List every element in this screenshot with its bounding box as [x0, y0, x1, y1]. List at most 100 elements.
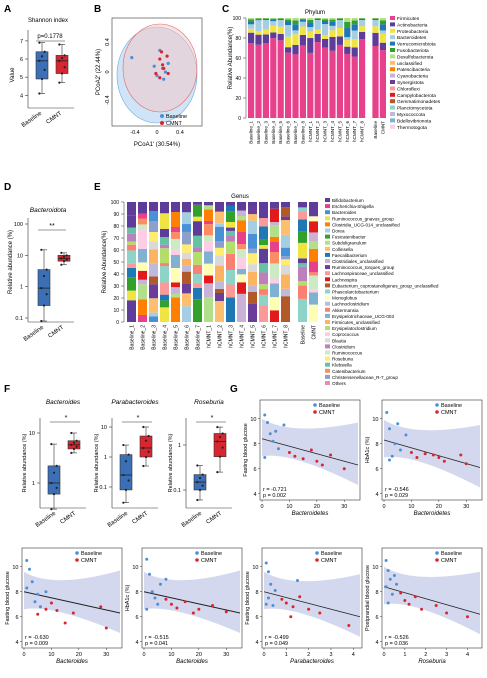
- panel-f-cmnt-point: [142, 425, 145, 429]
- panel-g-ytick-label: 6: [255, 615, 258, 621]
- panel-e-bar-segment: [160, 237, 169, 245]
- panel-e-ytick-label: 20: [113, 296, 119, 302]
- panel-c-bar-segment: [344, 21, 351, 28]
- panel-g-point-baseline: [153, 596, 157, 600]
- panel-g-point-cmnt: [409, 451, 413, 454]
- panel-c-xtick-label: Baseline_5: [278, 121, 283, 144]
- panel-e-bar-segment: [270, 208, 279, 223]
- panel-c-bar-segment: [359, 19, 366, 20]
- panel-e-bar-segment: [226, 269, 235, 285]
- panel-e-legend-swatch: [325, 338, 330, 343]
- panel-c-bar-segment: [329, 18, 336, 20]
- panel-b-legend-cmnt: CMNT: [166, 121, 183, 127]
- panel-e-bar-segment: [309, 202, 318, 217]
- panel-c-xtick-label: Baseline_1: [249, 121, 254, 144]
- panel-d-sig: **: [49, 223, 55, 230]
- panel-c-bar-segment: [292, 30, 299, 35]
- panel-c-xtick-label: hCMNT_3: [323, 121, 328, 142]
- panel-g-p-value: p = 0.041: [145, 641, 168, 647]
- panel-g-point-cmnt: [399, 591, 403, 595]
- panel-b-ytick-3: 0.4: [105, 38, 111, 46]
- panel-c-ytick-label: 0: [238, 116, 241, 122]
- panel-e-xtick-label: Baseline: [300, 325, 306, 344]
- panel-f-title: Roseburia: [194, 399, 224, 406]
- panel-e-bar-segment: [215, 281, 224, 289]
- panel-g-r-value: r = -0.721: [263, 487, 287, 493]
- panel-e-bar-segment: [270, 236, 279, 242]
- panel-e-bar-segment: [226, 202, 235, 206]
- panel-e-bar-segment: [193, 247, 202, 253]
- panel-g-legend-dot: [195, 551, 199, 555]
- panel-c-bar-segment: [379, 50, 386, 119]
- panel-e-bar-segment: [259, 245, 268, 249]
- panel-c-yticks: 0 20 40 60 80 100: [233, 16, 247, 122]
- panel-e-bar-segment: [248, 214, 257, 221]
- panel-e-legend-swatch: [325, 204, 330, 209]
- panel-f-sig: *: [137, 415, 140, 422]
- panel-f-xtick-label: Baseline: [35, 510, 58, 528]
- panel-g-point-baseline: [384, 559, 388, 562]
- panel-f-xtick-label: Baseline: [107, 510, 130, 528]
- panel-g-point-cmnt: [44, 607, 48, 611]
- panel-e-bar-segment: [160, 266, 169, 283]
- panel-c-xtick-label: hCMNT_7: [352, 121, 357, 142]
- panel-e-bar-segment: [149, 231, 158, 242]
- panel-c-bar-segment: [336, 44, 343, 118]
- panel-c-xtick-label: Baseline_2: [256, 121, 261, 144]
- panel-e-legend-label: Bifidobacterium: [332, 198, 364, 203]
- panel-c-bar-segment: [262, 20, 269, 30]
- panel-e-legend-label: Erysipelotrichaceae_UCG-003: [332, 314, 394, 319]
- panel-e-legend-label: Christensenellaceae_R-7_group: [332, 375, 398, 380]
- panel-c-bar-segment: [292, 34, 299, 45]
- panel-f-xtick-label: Baseline: [181, 510, 204, 528]
- panel-b-xlabel: PCoA1' (30.54%): [134, 142, 180, 148]
- panel-g-point-baseline: [25, 586, 29, 590]
- panel-e-bar-segment: [171, 267, 180, 283]
- panel-g-legend-dot: [75, 551, 79, 555]
- panel-e-bar-segment: [138, 262, 147, 271]
- panel-e-bar-segment: [309, 248, 318, 262]
- panel-c-bar-segment: [299, 26, 306, 35]
- panel-e-bar-segment: [215, 241, 224, 248]
- panel-e-legend-label: Firmicutes_unclassified: [332, 320, 380, 325]
- panel-e-bar-segment: [127, 300, 136, 322]
- panel-e-legend-label: Catenibacterium: [332, 369, 366, 374]
- panel-c-legend-swatch: [390, 73, 395, 78]
- panel-e-bar-segment: [138, 279, 147, 285]
- panel-g-xtick-label: 3: [329, 652, 332, 658]
- panel-a-cmnt-point: [60, 72, 64, 75]
- panel-g-point-cmnt: [407, 602, 411, 606]
- panel-g-xtick-label: 10: [286, 504, 292, 510]
- panel-e-bar-segment: [138, 314, 147, 322]
- panel-a-baseline-point: [43, 68, 46, 72]
- panel-e-bar-segment: [281, 234, 290, 248]
- panel-e-bar-segment: [281, 216, 290, 221]
- panel-g-point-baseline: [156, 602, 160, 606]
- panel-c-legend-swatch: [390, 67, 395, 72]
- panel-f-ylabel: Relative abundance (%): [22, 433, 28, 492]
- panel-c-ytick-label: 60: [235, 56, 241, 62]
- panel-e-legend-swatch: [325, 252, 330, 257]
- panel-c-legend-label: Verrucomicrobiota: [397, 42, 436, 48]
- panel-e-ylabel: Relative Abundance(%): [102, 231, 108, 294]
- panel-g-point-cmnt: [63, 621, 67, 625]
- panel-e-bar-segment: [215, 292, 224, 302]
- panel-e-bar-segment: [182, 202, 191, 213]
- panel-f-cmnt-point: [70, 451, 73, 454]
- panel-e-bar-segment: [138, 224, 147, 230]
- panel-g-point-cmnt: [415, 456, 419, 459]
- panel-c-legend: FirmicutesActinobacteriaProteobacteriaBa…: [390, 16, 441, 131]
- panel-f: Bacteroides * Relative abundance (%) 1 10 Bas…: [22, 399, 232, 529]
- panel-g-point-baseline: [150, 590, 154, 594]
- panel-e-bar-segment: [204, 205, 213, 210]
- panel-e-bar-segment: [270, 225, 279, 237]
- panel-e-bar-segment: [138, 299, 147, 315]
- panel-e-bar-segment: [204, 235, 213, 242]
- panel-e-bar-segment: [298, 202, 307, 208]
- panel-e-bar-segment: [259, 218, 268, 227]
- panel-f-ytick-label: 1: [32, 481, 35, 487]
- panel-f-ytick-label: 1: [104, 455, 107, 461]
- panel-g-fit-line: [143, 591, 241, 614]
- panel-e-legend-swatch: [325, 313, 330, 318]
